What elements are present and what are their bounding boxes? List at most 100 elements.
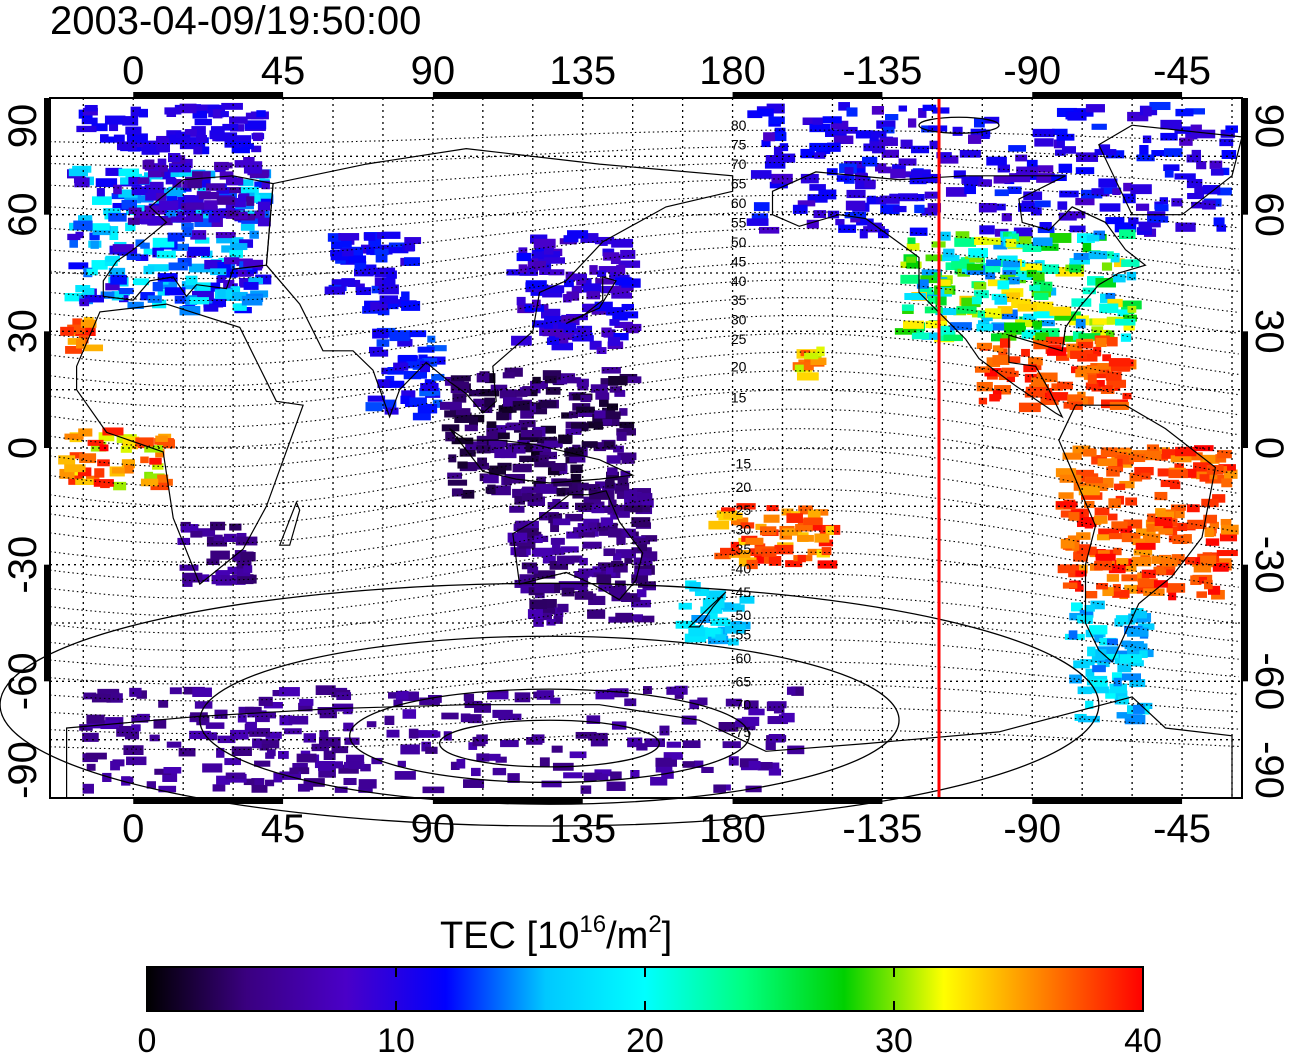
tec-cell <box>232 554 244 562</box>
tec-cell <box>194 237 210 244</box>
tec-cell <box>378 284 399 295</box>
tec-cell <box>1218 464 1236 471</box>
tec-cell <box>99 444 109 452</box>
tec-cell <box>265 731 282 739</box>
tec-cell <box>944 287 953 295</box>
tec-cell <box>213 534 223 542</box>
polar-contour <box>438 719 660 768</box>
tec-cell <box>942 255 960 262</box>
tec-cell <box>178 748 196 757</box>
tec-cell <box>331 746 349 754</box>
tec-cell <box>91 223 110 231</box>
tec-cell <box>243 778 255 786</box>
tec-cell <box>198 191 219 200</box>
tec-cell <box>611 560 624 568</box>
tec-cell <box>1183 534 1192 544</box>
tec-cell <box>447 479 468 486</box>
tec-cell <box>530 234 548 243</box>
tec-cell <box>650 776 668 786</box>
tec-cell <box>58 455 76 465</box>
tec-cell <box>289 767 299 775</box>
tec-cell <box>254 210 265 219</box>
tec-cell <box>169 687 182 695</box>
tec-cell <box>370 301 388 311</box>
tec-cell <box>368 238 382 248</box>
tec-cell <box>374 267 396 278</box>
tec-cell <box>488 440 507 447</box>
tec-cell <box>573 273 588 281</box>
tec-cell <box>688 627 708 637</box>
tec-cell <box>1095 553 1116 561</box>
tec-cell <box>566 531 582 539</box>
tec-cell <box>898 105 908 112</box>
tec-cell <box>82 288 95 297</box>
tec-cell <box>266 749 276 757</box>
tec-cell <box>920 275 940 284</box>
tec-cell <box>598 505 613 513</box>
tec-cell <box>194 218 213 228</box>
tec-cell <box>589 491 608 500</box>
bottom-lon-label: 180 <box>699 807 766 851</box>
tec-cell <box>807 509 821 519</box>
tec-cell <box>630 770 640 778</box>
tec-cell <box>146 473 165 483</box>
tec-cell <box>457 461 468 469</box>
tec-cell <box>765 740 776 751</box>
tec-cell <box>236 560 252 569</box>
tec-cell <box>231 237 244 244</box>
tec-cell <box>1105 217 1125 225</box>
tec-cell <box>919 287 934 295</box>
tec-cell <box>148 170 162 178</box>
europe-outline <box>102 175 274 301</box>
tec-cell <box>188 263 211 273</box>
tec-cell <box>1084 615 1093 624</box>
tec-cell <box>417 403 438 414</box>
tec-cell <box>1051 174 1067 182</box>
tec-cell <box>1210 168 1224 176</box>
tec-region-central-america <box>974 335 1137 413</box>
tec-cell <box>1142 533 1161 543</box>
tec-cell <box>599 398 609 407</box>
tec-cell <box>966 263 984 271</box>
tec-cell <box>245 706 262 714</box>
tec-cell <box>514 496 526 505</box>
tec-cell <box>631 574 649 584</box>
tec-cell <box>844 167 854 177</box>
tec-cell <box>922 173 941 184</box>
tec-cell <box>906 256 917 263</box>
top-lon-label: -135 <box>842 49 922 93</box>
tec-cell <box>243 259 264 269</box>
tec-cell <box>64 433 84 440</box>
tec-cell <box>586 291 601 300</box>
tec-cell <box>185 202 207 210</box>
tec-cell <box>551 463 566 471</box>
tec-cell <box>552 543 561 551</box>
tec-cell <box>1120 673 1141 681</box>
tec-cell <box>184 129 197 137</box>
tec-cell <box>454 415 474 423</box>
tec-cell <box>216 236 233 244</box>
tec-cell <box>968 248 988 258</box>
tec-cell <box>761 548 777 557</box>
magnetic-contour <box>49 228 1239 280</box>
contour-label: -55 <box>731 627 751 643</box>
tec-cell <box>205 722 225 729</box>
tec-cell <box>177 257 192 267</box>
tec-cell <box>1086 235 1100 242</box>
tec-cell <box>171 243 189 251</box>
tec-cell <box>543 257 565 264</box>
tec-cell <box>450 761 460 771</box>
tec-cell <box>1123 519 1143 529</box>
tec-cell <box>238 194 247 202</box>
tec-cell <box>398 354 417 362</box>
tec-cell <box>767 716 789 725</box>
tec-cell <box>375 252 388 263</box>
tec-cell <box>1015 267 1036 277</box>
tec-cell <box>324 286 346 295</box>
tec-cell <box>1084 519 1094 529</box>
tec-cell <box>1049 306 1072 316</box>
tec-cell <box>102 772 112 783</box>
tec-cell <box>1126 271 1137 281</box>
tec-cell <box>1032 272 1045 281</box>
tec-cell <box>534 535 543 544</box>
